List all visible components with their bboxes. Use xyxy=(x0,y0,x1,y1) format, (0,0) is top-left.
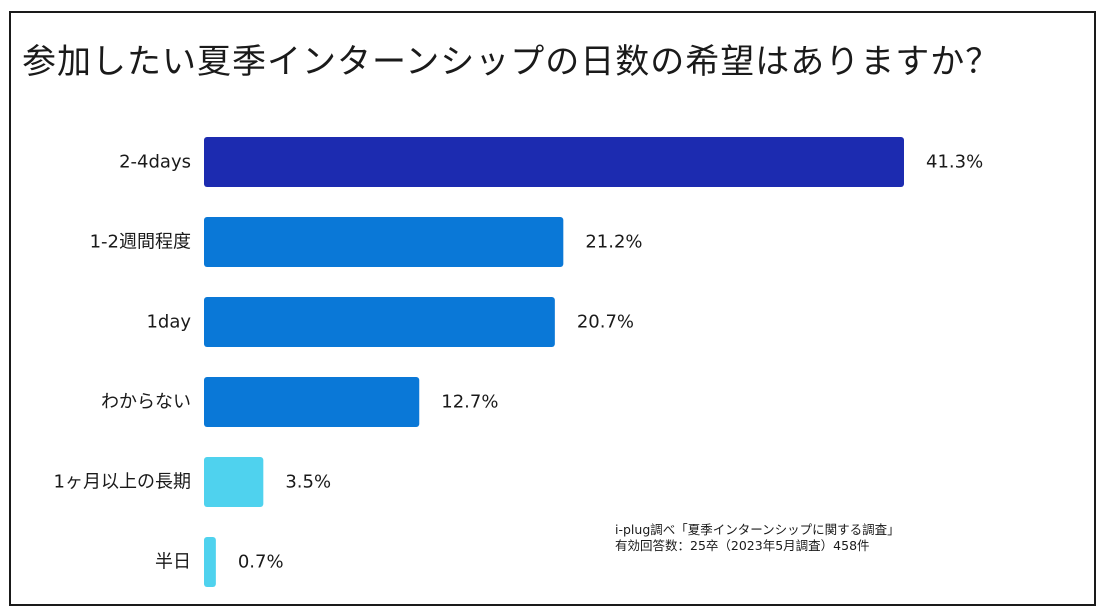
value-label-3: 12.7% xyxy=(441,392,498,413)
value-label-0: 41.3% xyxy=(926,152,983,173)
category-label-0: 2-4days xyxy=(119,152,191,173)
bar-0 xyxy=(204,137,904,187)
category-label-4: 1ヶ月以上の長期 xyxy=(54,472,191,493)
bar-1 xyxy=(204,217,564,267)
category-label-5: 半日 xyxy=(155,552,191,573)
source-note: i-plug調べ「夏季インターンシップに関する調査」 有効回答数：25卒（202… xyxy=(615,522,900,554)
category-label-3: わからない xyxy=(101,392,191,413)
category-label-2: 1day xyxy=(146,312,191,333)
bar-2 xyxy=(204,297,555,347)
source-line-1: i-plug調べ「夏季インターンシップに関する調査」 xyxy=(615,522,900,537)
value-label-5: 0.7% xyxy=(238,552,284,573)
chart-title: 参加したい夏季インターンシップの日数の希望はありますか？ xyxy=(22,42,1001,82)
bar-5 xyxy=(204,537,216,587)
source-line-2: 有効回答数：25卒（2023年5月調査）458件 xyxy=(615,538,870,553)
category-label-1: 1-2週間程度 xyxy=(90,232,191,253)
value-label-1: 21.2% xyxy=(585,232,642,253)
value-label-2: 20.7% xyxy=(577,312,634,333)
value-label-4: 3.5% xyxy=(285,472,331,493)
bar-4 xyxy=(204,457,264,507)
bar-3 xyxy=(204,377,420,427)
